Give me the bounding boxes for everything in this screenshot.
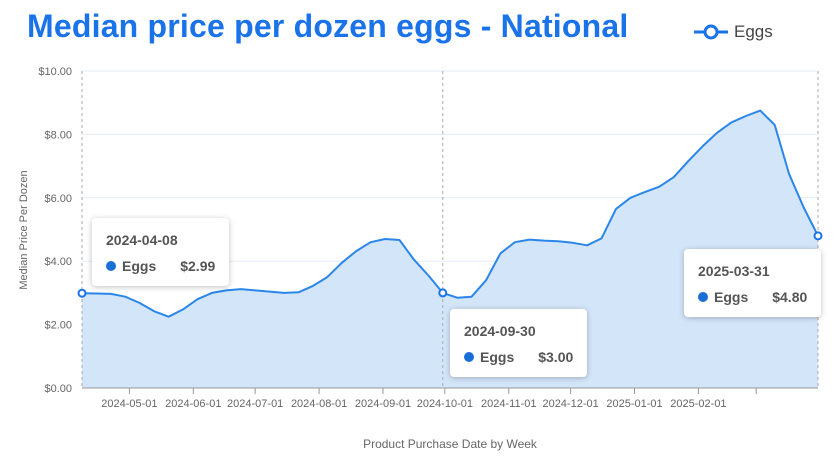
series-area: [82, 110, 818, 388]
series-dot-icon: [106, 261, 116, 271]
tooltip: 2025-03-31 Eggs $4.80: [684, 249, 822, 317]
y-tick-label: $10.00: [38, 66, 72, 78]
y-tick-label: $4.00: [44, 256, 72, 268]
data-point-marker: [813, 231, 823, 241]
chart-title: Median price per dozen eggs - National: [27, 8, 629, 44]
data-point-marker: [438, 288, 448, 298]
data-point-marker: [77, 288, 87, 298]
tooltip: 2024-09-30 Eggs $3.00: [450, 309, 588, 377]
tooltip-date: 2024-04-08: [106, 232, 178, 248]
tooltip-series: Eggs: [714, 289, 749, 305]
tooltip-date: 2024-09-30: [464, 323, 536, 339]
y-axis-title: Median Price Per Dozen: [18, 170, 30, 289]
y-tick-label: $6.00: [44, 193, 72, 205]
tooltip-value: $2.99: [180, 258, 216, 274]
series-line: [81, 109, 819, 318]
legend-line-circle-icon: [694, 24, 728, 40]
legend-item-eggs[interactable]: Eggs: [694, 22, 773, 42]
tooltip-series: Eggs: [480, 349, 515, 365]
x-tick-label: 2024-09-01: [355, 398, 411, 410]
x-tick-label: 2024-05-01: [101, 398, 157, 410]
tooltip-value: $4.80: [772, 289, 808, 305]
x-tick-label: 2024-10-01: [417, 398, 473, 410]
x-tick-label: 2024-08-01: [291, 398, 347, 410]
x-tick-label: 2025-01-01: [606, 398, 662, 410]
series-dot-icon: [698, 292, 708, 302]
x-axis-title: Product Purchase Date by Week: [363, 437, 538, 451]
x-tick-label: 2024-06-01: [165, 398, 221, 410]
tooltip-series: Eggs: [122, 258, 157, 274]
series-dot-icon: [464, 352, 474, 362]
x-tick-label: 2024-11-01: [481, 398, 536, 410]
x-tick-label: 2025-02-01: [670, 398, 726, 410]
x-tick-label: 2024-12-01: [542, 398, 598, 410]
y-tick-label: $2.00: [44, 320, 72, 332]
tooltip-value: $3.00: [538, 349, 574, 365]
y-tick-label: $8.00: [44, 129, 72, 141]
y-tick-label: $0.00: [44, 383, 72, 395]
legend-label: Eggs: [734, 22, 773, 41]
tooltip: 2024-04-08 Eggs $2.99: [92, 218, 230, 286]
tooltip-date: 2025-03-31: [698, 263, 770, 279]
x-tick-label: 2024-07-01: [227, 398, 283, 410]
